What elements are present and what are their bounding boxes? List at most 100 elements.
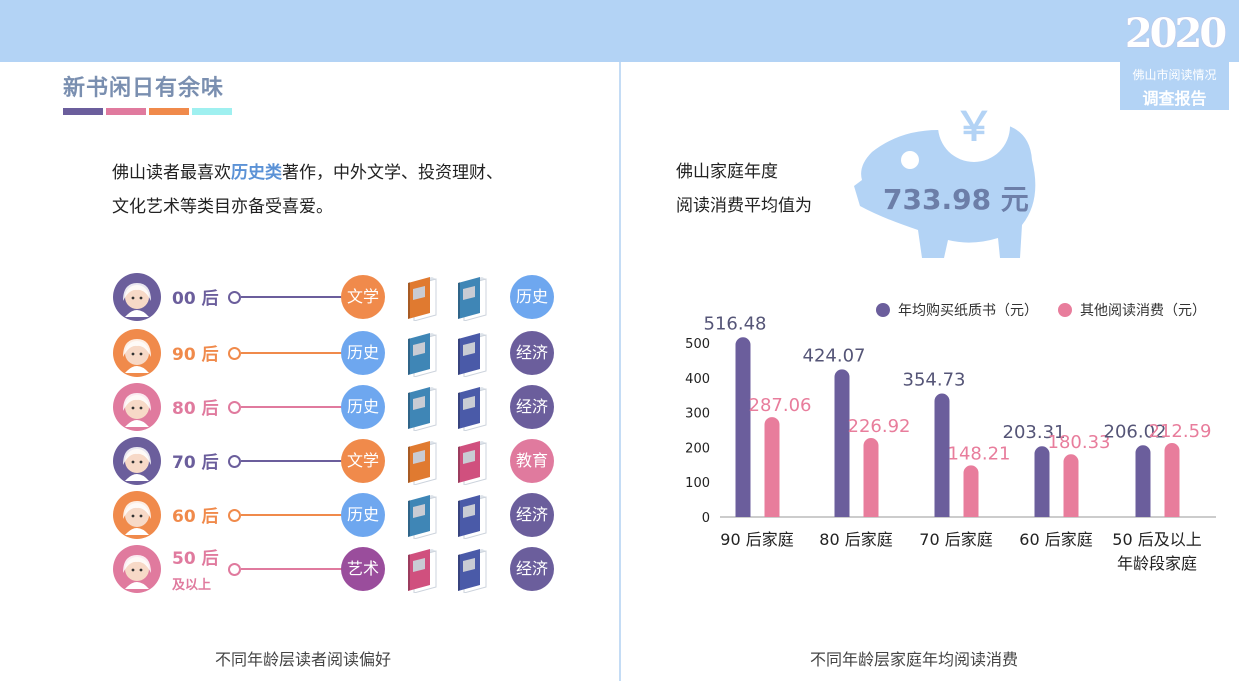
x-tick-label: 90 后家庭 (720, 530, 793, 549)
y-tick-label: 200 (685, 441, 710, 456)
connector-line (241, 296, 346, 298)
data-label: 206.02 (1104, 421, 1167, 442)
badge-title: 调查报告 (1142, 89, 1207, 108)
bar (764, 417, 780, 517)
age-label: 80 后 (172, 399, 219, 419)
left-caption: 不同年龄层读者阅读偏好 (215, 650, 392, 669)
category-badge-primary: 历史 (341, 331, 385, 375)
connector-line (241, 568, 346, 570)
data-label: 424.07 (803, 345, 866, 366)
category-badge-primary: 文学 (341, 275, 385, 319)
title-color-bar (106, 108, 146, 115)
title-color-bar (192, 108, 232, 115)
category-badge-primary: 历史 (341, 493, 385, 537)
legend-item-paper-books: 年均购买纸质书（元） (876, 300, 1038, 320)
connector-line (241, 352, 346, 354)
intro-line2: 文化艺术等类目亦备受喜爱。 (112, 197, 333, 217)
man-avatar-icon (113, 491, 161, 539)
intro-highlight: 历史类 (231, 163, 282, 183)
book-icon (406, 385, 440, 435)
legend-label: 其他阅读消费（元） (1080, 303, 1206, 319)
bar (934, 393, 950, 517)
category-badge-secondary: 教育 (510, 439, 554, 483)
category-badge-secondary: 经济 (510, 331, 554, 375)
bar (1063, 454, 1079, 517)
header-bar (0, 0, 1239, 62)
bar (735, 337, 751, 517)
book-icon (406, 275, 440, 325)
intro-text: 佛山读者最喜欢历史类著作，中外文学、投资理财、 文化艺术等类目亦备受喜爱。 (112, 156, 592, 224)
book-icon (456, 439, 490, 489)
bar (1135, 445, 1151, 517)
age-row: 50 后及以上 艺术 经济 (0, 543, 619, 595)
book-icon (456, 547, 490, 597)
book-icon (456, 275, 490, 325)
age-label: 50 后 (172, 549, 219, 569)
x-tick-label: 80 后家庭 (819, 530, 892, 549)
y-tick-label: 500 (685, 337, 710, 352)
woman-avatar-icon (113, 383, 161, 431)
data-label: 180.33 (1048, 432, 1111, 453)
connector-ring (228, 347, 241, 360)
age-label: 60 后 (172, 507, 219, 527)
connector-ring (228, 291, 241, 304)
connector-ring (228, 455, 241, 468)
household-text: 佛山家庭年度 阅读消费平均值为 (676, 155, 812, 223)
piggy-bank-icon: ￥ (854, 90, 1036, 258)
yen-symbol: ￥ (954, 104, 994, 150)
glasses-avatar-icon (113, 329, 161, 377)
legend-swatch (876, 303, 890, 317)
right-caption: 不同年龄层家庭年均阅读消费 (810, 650, 1019, 669)
x-tick-label: 50 后及以上 (1112, 530, 1201, 549)
category-badge-secondary: 经济 (510, 493, 554, 537)
girl-avatar-icon (113, 273, 161, 321)
connector-line (241, 406, 346, 408)
category-badge-primary: 历史 (341, 385, 385, 429)
x-tick-label: 70 后家庭 (919, 530, 992, 549)
elder-avatar-icon (113, 545, 161, 593)
legend-label: 年均购买纸质书（元） (898, 303, 1038, 319)
book-icon (456, 331, 490, 381)
category-badge-secondary: 经济 (510, 547, 554, 591)
data-label: 516.48 (704, 313, 767, 334)
y-tick-label: 0 (702, 511, 710, 526)
household-text-line2: 阅读消费平均值为 (676, 196, 812, 216)
y-tick-label: 400 (685, 372, 710, 387)
section-divider (619, 62, 621, 681)
category-badge-primary: 艺术 (341, 547, 385, 591)
age-row: 60 后 历史 经济 (0, 489, 619, 541)
intro-pre: 佛山读者最喜欢 (112, 163, 231, 183)
data-label: 287.06 (749, 395, 812, 416)
book-icon (406, 439, 440, 489)
data-label: 203.31 (1003, 422, 1066, 443)
bar (834, 369, 850, 517)
category-badge-primary: 文学 (341, 439, 385, 483)
data-label: 148.21 (948, 443, 1011, 464)
book-icon (456, 385, 490, 435)
connector-line (241, 460, 346, 462)
bar (1164, 443, 1180, 517)
badge-subtitle: 佛山市阅读情况 (1132, 68, 1217, 82)
section-title: 新书闲日有余味 (63, 76, 225, 101)
curly-avatar-icon (113, 437, 161, 485)
intro-post: 著作，中外文学、投资理财、 (282, 163, 503, 183)
age-row: 00 后 文学 历史 (0, 271, 619, 323)
household-text-line1: 佛山家庭年度 (676, 162, 778, 182)
connector-ring (228, 509, 241, 522)
average-spend-value: 733.98 元 (883, 183, 1029, 216)
age-row: 70 后 文学 教育 (0, 435, 619, 487)
connector-line (241, 514, 346, 516)
x-tick-label: 年龄段家庭 (1117, 554, 1197, 573)
badge-year: 2020 (1124, 10, 1227, 57)
y-tick-label: 100 (685, 476, 710, 491)
connector-ring (228, 563, 241, 576)
connector-ring (228, 401, 241, 414)
age-row: 80 后 历史 经济 (0, 381, 619, 433)
category-badge-secondary: 经济 (510, 385, 554, 429)
age-label: 00 后 (172, 289, 219, 309)
report-badge: 2020 佛山市阅读情况 调查报告 (1120, 0, 1229, 110)
bar (863, 438, 879, 517)
bar (1034, 446, 1050, 517)
data-label: 212.59 (1149, 421, 1212, 442)
title-color-bar (149, 108, 189, 115)
